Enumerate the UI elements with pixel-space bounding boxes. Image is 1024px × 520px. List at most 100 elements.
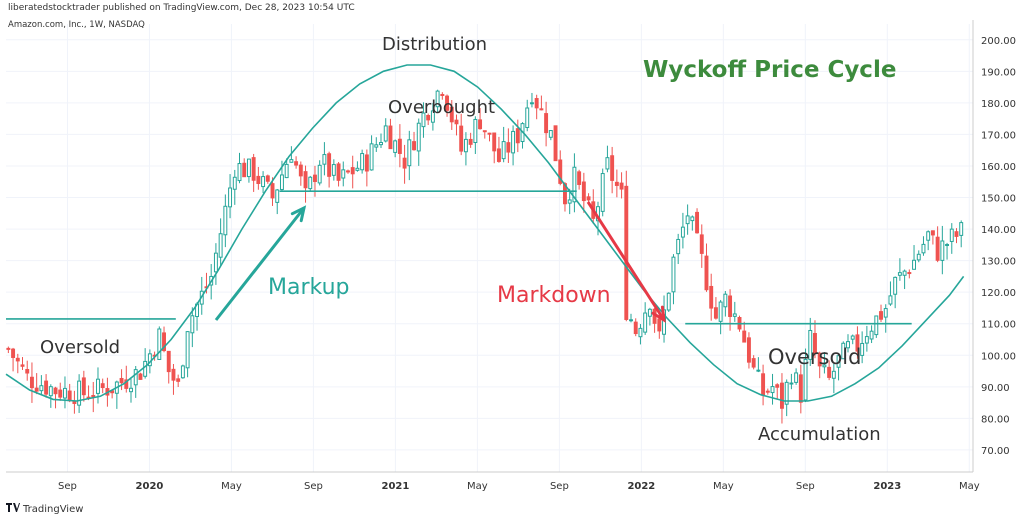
candle-body (91, 395, 96, 398)
candle-body (6, 347, 11, 350)
footer: TradingView (6, 503, 83, 515)
candle-body (487, 132, 492, 135)
candle-body (940, 240, 945, 261)
candle-body (581, 181, 586, 202)
candle (808, 317, 813, 367)
candle-body (11, 348, 16, 358)
candle (421, 102, 426, 138)
candle-body (449, 106, 454, 123)
candle-body (303, 171, 308, 189)
price-tick-label: 70.00 (981, 446, 1010, 457)
candle-body (822, 364, 827, 368)
candle (671, 254, 676, 305)
candle-body (718, 301, 723, 322)
candle-body (577, 171, 582, 185)
candle (685, 204, 690, 235)
candle-body (529, 102, 534, 105)
price-tick-label: 120.00 (981, 288, 1016, 299)
candle (388, 118, 393, 150)
candle-body (180, 365, 185, 379)
candle (902, 269, 907, 290)
candle-body (926, 231, 931, 241)
candle-body (879, 311, 883, 320)
candle (610, 146, 615, 194)
candle-body (58, 389, 63, 398)
arrow-shaft (214, 207, 306, 321)
candle-body (846, 341, 850, 349)
candle (232, 169, 237, 205)
candle-body (341, 169, 346, 179)
candle (515, 119, 520, 153)
time-tick-label: Sep (550, 481, 569, 492)
markdown-arrow (586, 201, 666, 323)
candle (77, 374, 82, 413)
candle (313, 165, 317, 197)
candle (157, 326, 162, 360)
price-tick-label: 160.00 (981, 162, 1016, 173)
candle-body (756, 369, 761, 372)
candle-body (916, 253, 921, 261)
candle (412, 131, 416, 151)
time-tick-label: 2023 (873, 481, 901, 492)
candle-body (728, 295, 733, 317)
candle (846, 334, 850, 353)
price-tick-label: 90.00 (981, 383, 1010, 394)
label-markup: Markup (268, 275, 349, 300)
candle (364, 149, 369, 187)
candle-body (610, 155, 615, 181)
candle-body (100, 383, 105, 389)
price-tick-label: 130.00 (981, 257, 1016, 268)
candle-body (270, 183, 275, 199)
candle-body (77, 380, 82, 406)
candle (445, 94, 450, 117)
candle (912, 245, 916, 270)
candle-body (680, 226, 685, 238)
candle (100, 378, 105, 394)
candle-body (515, 128, 520, 144)
candle (572, 153, 577, 213)
candle (883, 304, 888, 333)
candle-body (143, 360, 148, 377)
candle-body (855, 334, 860, 352)
candle (690, 215, 695, 231)
candle-body (534, 98, 539, 109)
candle (841, 341, 846, 360)
candle-body (789, 382, 794, 385)
candle-body (317, 164, 322, 184)
candle (454, 114, 459, 136)
candle (864, 325, 869, 352)
candle-body (237, 163, 242, 182)
candle (482, 130, 487, 139)
candle-body (25, 369, 30, 374)
time-tick-label: May (221, 481, 242, 492)
candle (29, 362, 34, 403)
candle-body (506, 142, 511, 153)
candle-body (643, 312, 648, 333)
candle (20, 357, 25, 370)
candle-body (525, 107, 530, 128)
candle-body (600, 173, 605, 212)
price-tick-label: 110.00 (981, 320, 1016, 331)
candle (374, 137, 379, 152)
candle-body (770, 386, 775, 394)
candle (652, 307, 657, 333)
candle-body (638, 327, 643, 338)
candle-body (138, 373, 143, 380)
candle (327, 151, 332, 188)
candle-body (690, 216, 695, 222)
candle-body (883, 308, 888, 318)
candle-body (218, 233, 223, 258)
time-tick-label: May (959, 481, 980, 492)
candle-body (223, 205, 228, 236)
candle-body (388, 125, 393, 150)
candle (341, 161, 346, 187)
candle (813, 320, 817, 359)
candle-body (369, 143, 374, 171)
candle-body (902, 270, 907, 276)
candle (48, 384, 53, 408)
candle (478, 107, 483, 130)
candle-body (629, 319, 633, 322)
candle (166, 350, 171, 384)
price-tick-label: 190.00 (981, 67, 1016, 78)
candle (369, 135, 374, 171)
